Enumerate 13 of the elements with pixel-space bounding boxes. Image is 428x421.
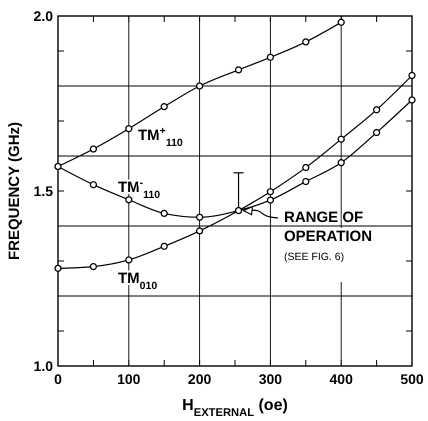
x-tick-label: 400	[330, 371, 354, 387]
y-axis-title: FREQUENCY (GHz)	[6, 122, 23, 260]
x-tick-label: 200	[188, 371, 212, 387]
x-tick-label: 100	[117, 371, 141, 387]
annotation: (SEE FIG. 6)	[284, 251, 344, 263]
y-tick-label: 2.0	[34, 8, 54, 24]
y-tick-label: 1.5	[34, 183, 54, 199]
x-axis-title: H$_{EXTERNAL}$ (oe)	[182, 397, 288, 419]
x-tick-label: 300	[258, 371, 282, 387]
annotation: RANGE OF OPERATION	[284, 209, 372, 245]
x-tick-label: 500	[400, 371, 424, 387]
y-tick-label: 1.0	[34, 358, 54, 374]
x-tick-label: 0	[54, 371, 62, 387]
